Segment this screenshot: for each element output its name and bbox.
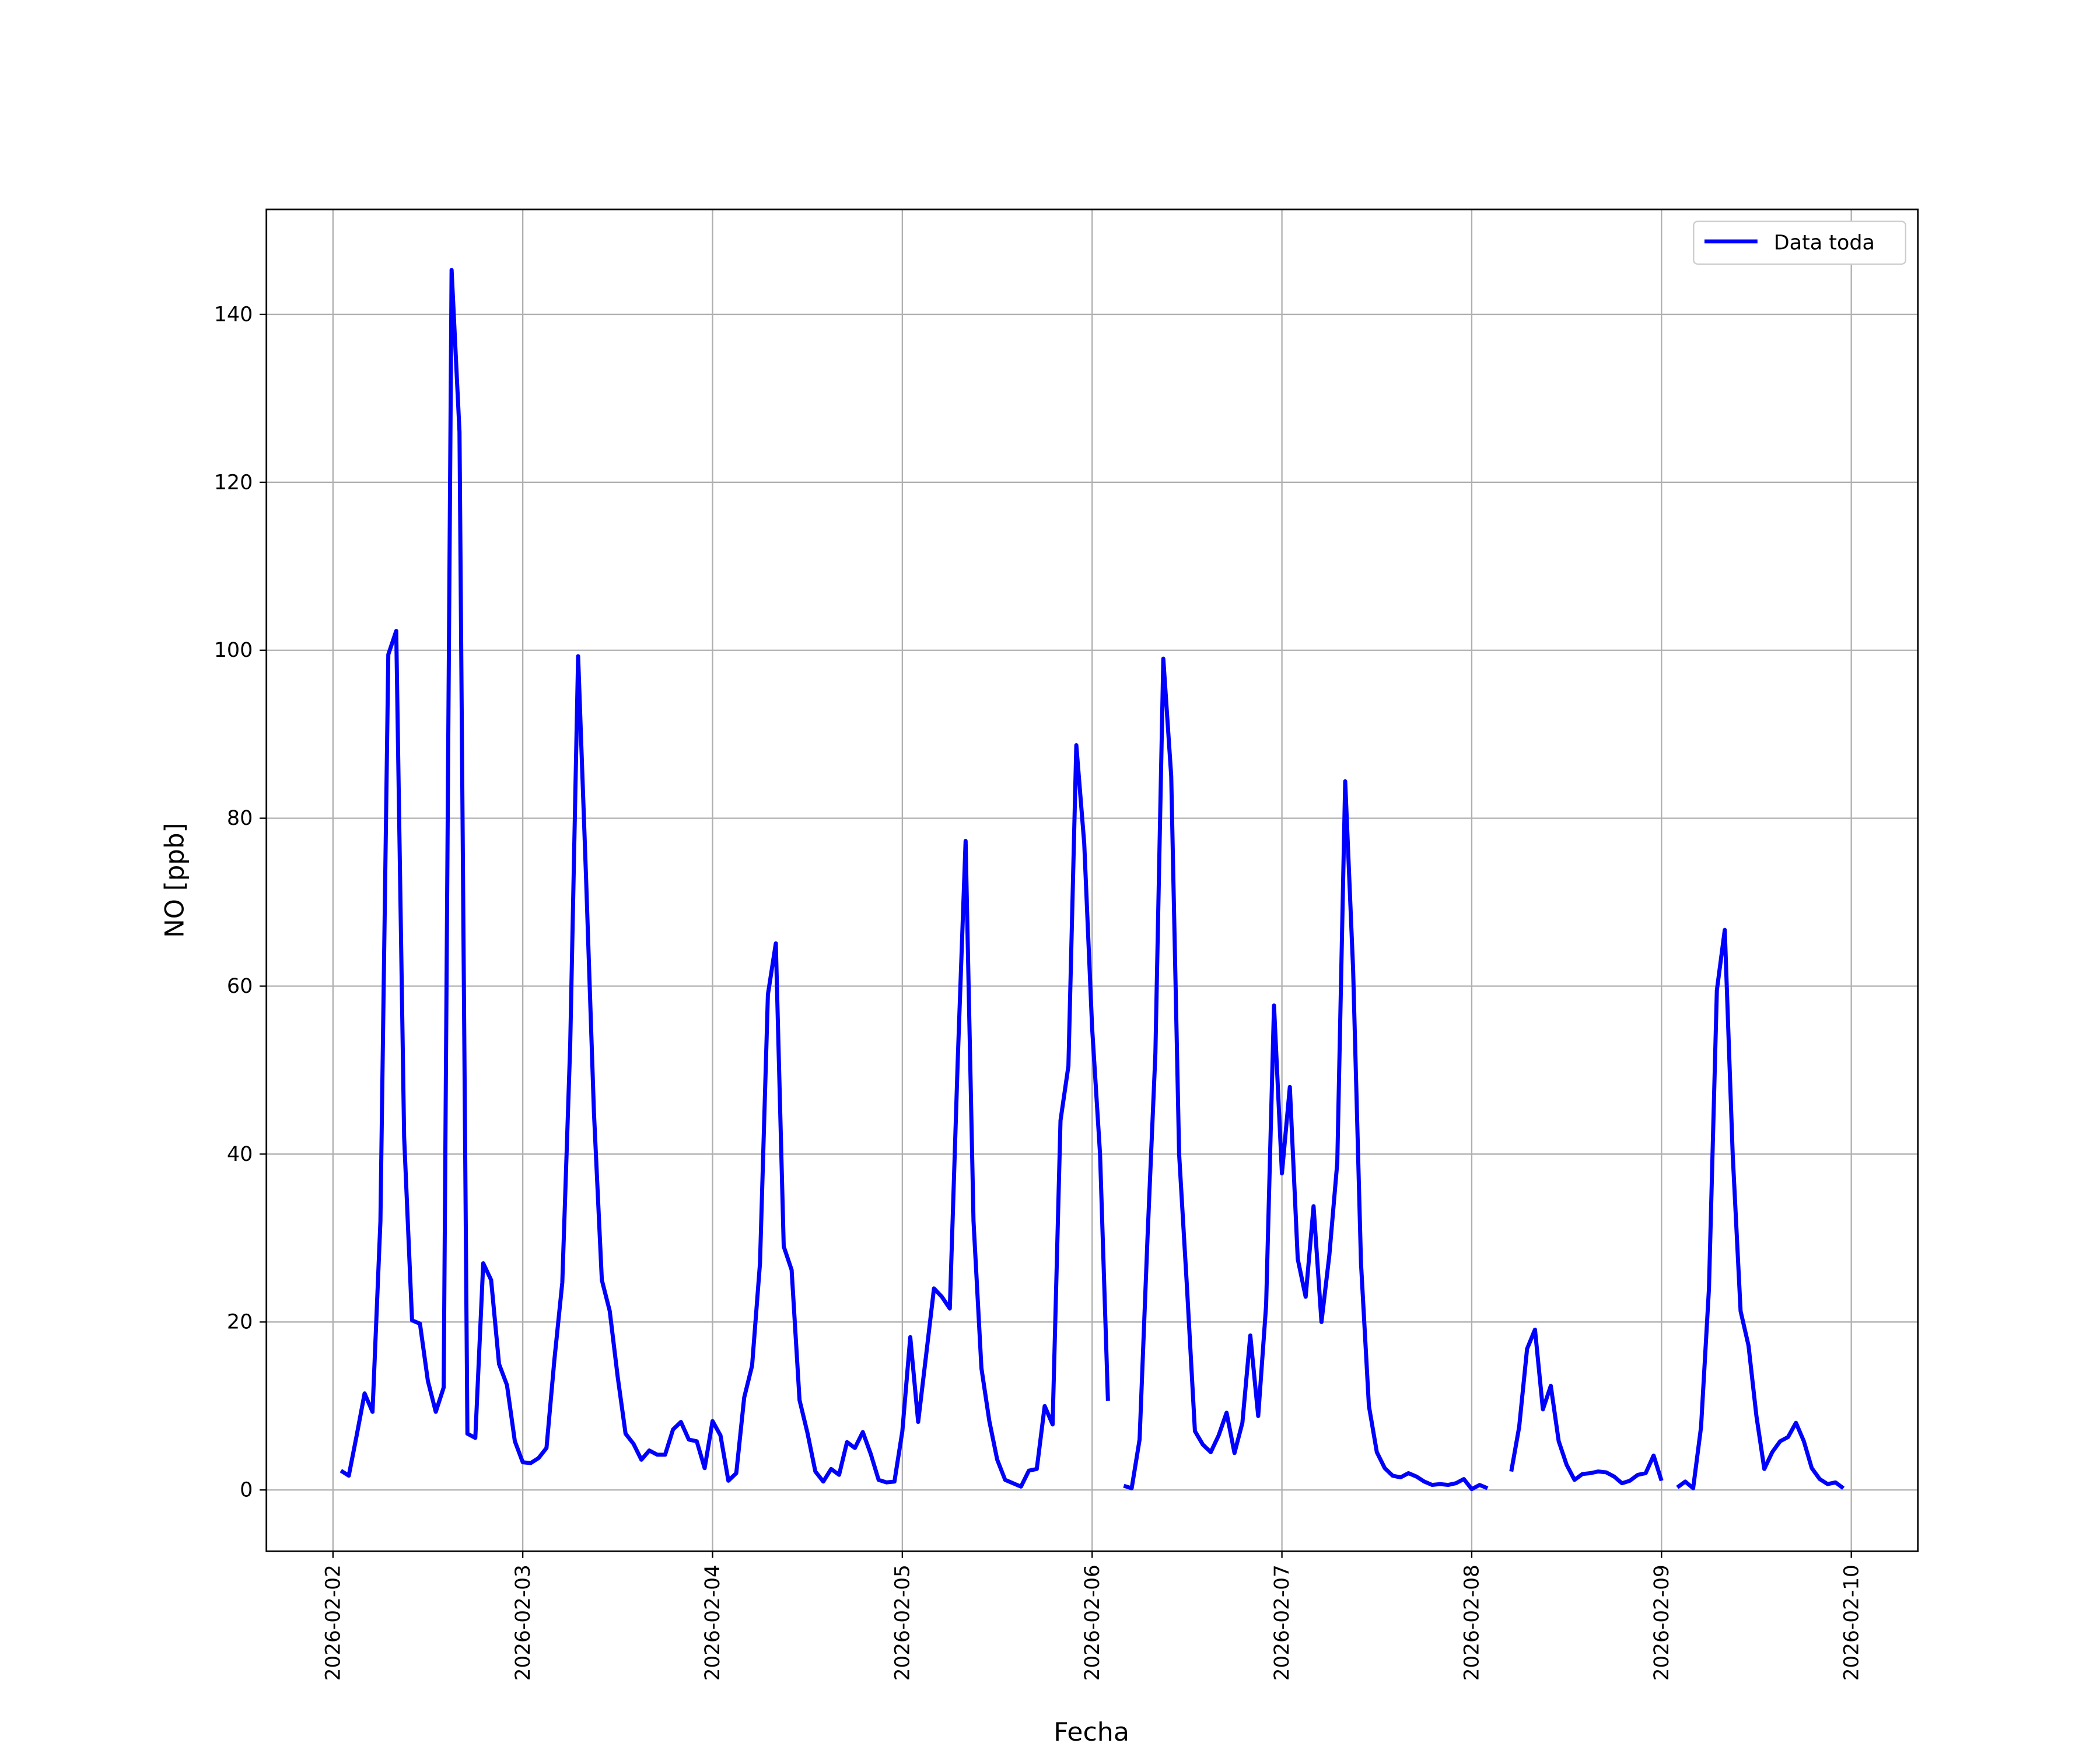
x-axis-label: Fecha xyxy=(1054,1717,1129,1747)
y-tick-label: 20 xyxy=(227,1311,253,1334)
y-tick-label: 140 xyxy=(214,303,253,327)
x-tick-label: 2026-02-04 xyxy=(701,1564,724,1681)
x-tick-label: 2026-02-09 xyxy=(1650,1564,1674,1681)
x-tick-label: 2026-02-08 xyxy=(1460,1564,1483,1681)
x-tick-label: 2026-02-07 xyxy=(1270,1564,1294,1681)
plot-area xyxy=(340,268,1845,1492)
x-tick-label: 2026-02-10 xyxy=(1840,1564,1863,1681)
y-tick-label: 100 xyxy=(214,639,253,662)
legend-label: Data toda xyxy=(1774,232,1875,255)
data-line xyxy=(340,268,1845,1492)
x-tick-label: 2026-02-06 xyxy=(1081,1564,1104,1681)
x-tick-label: 2026-02-05 xyxy=(891,1564,914,1681)
legend: Data toda xyxy=(1693,220,1906,265)
x-tick-label: 2026-02-02 xyxy=(321,1564,345,1681)
y-tick-label: 0 xyxy=(240,1479,253,1502)
y-tick-label: 80 xyxy=(227,807,253,830)
y-tick-label: 40 xyxy=(227,1143,253,1166)
x-tick-label: 2026-02-03 xyxy=(512,1564,535,1681)
y-tick-label: 60 xyxy=(227,975,253,998)
y-tick-label: 120 xyxy=(214,471,253,495)
grid xyxy=(266,209,1918,1552)
y-axis-label: NO [ppb] xyxy=(160,823,190,938)
legend-box xyxy=(1693,220,1906,265)
